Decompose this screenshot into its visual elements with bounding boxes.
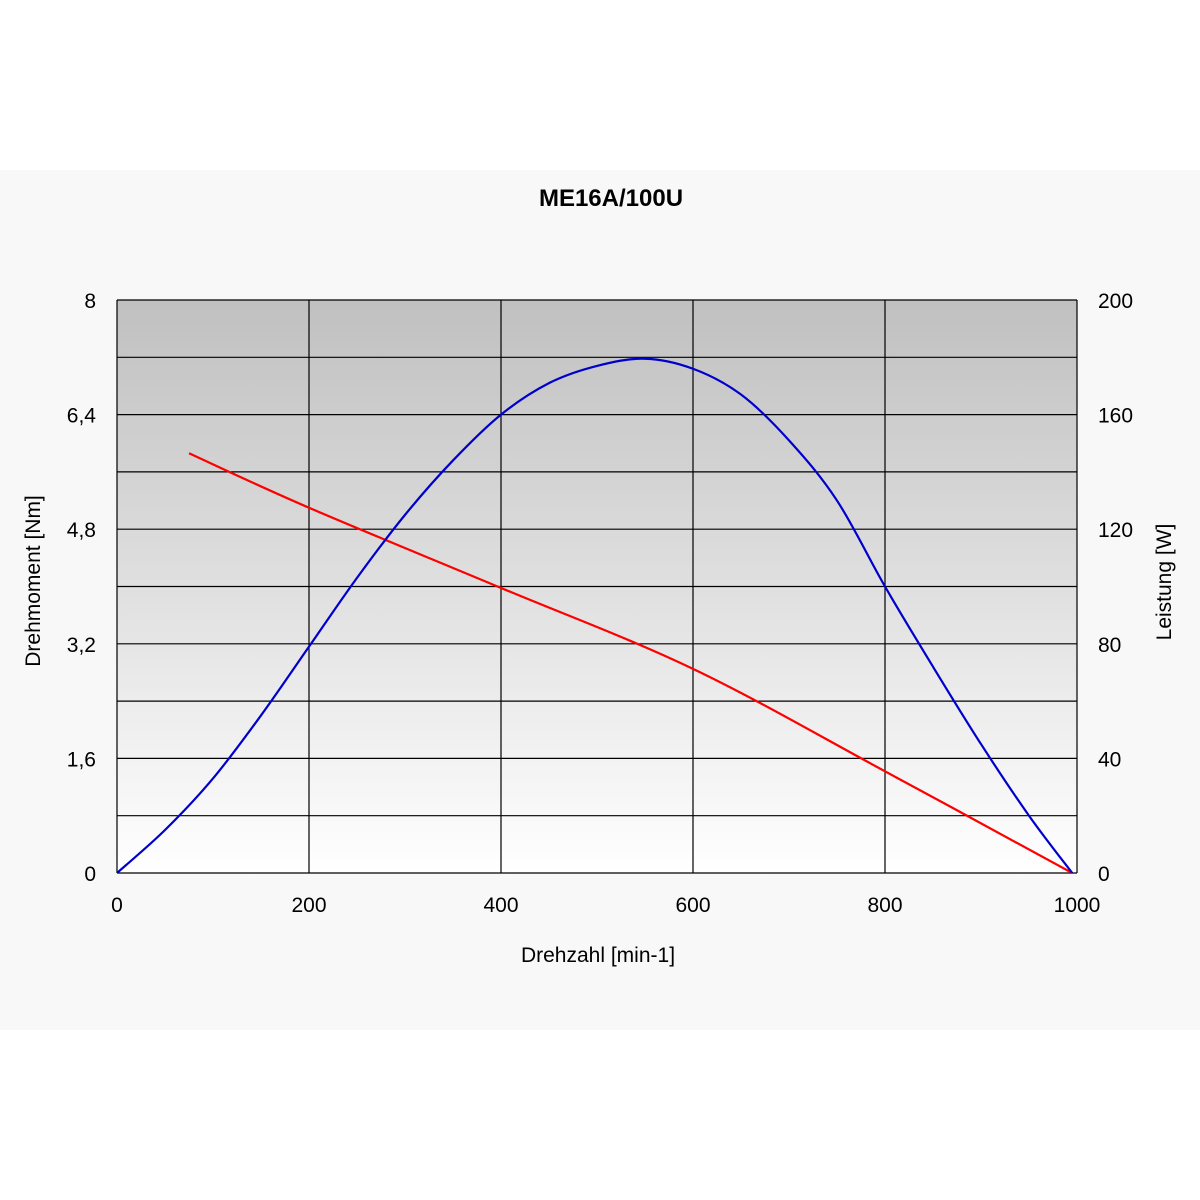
y-tick-label-right: 160	[1098, 405, 1133, 428]
chart-title: ME16A/100U	[539, 185, 683, 212]
torque-series-line	[188, 452, 1073, 873]
x-tick-label: 0	[111, 894, 123, 917]
grid-lines	[116, 299, 1078, 874]
y-tick-label-right: 120	[1098, 519, 1133, 542]
x-tick-label: 600	[675, 894, 710, 917]
tick-labels: 0 200 400 600 800 100001,63,24,86,48040801201…	[67, 290, 1133, 917]
x-tick-label: 1000	[1054, 894, 1101, 917]
y-tick-label-left: 3,2	[67, 634, 96, 657]
x-tick-label: 400	[483, 894, 518, 917]
y-tick-label-right: 80	[1098, 634, 1121, 657]
x-axis-label: Drehzahl [min-1]	[521, 944, 675, 967]
x-tick-label: 800	[867, 894, 902, 917]
power-series-line	[117, 357, 1074, 873]
y-axis-label-right: Leistung [W]	[1153, 524, 1176, 641]
x-tick-label: 200	[291, 894, 326, 917]
y-tick-label-left: 1,6	[67, 748, 96, 771]
y-tick-label-left: 8	[84, 290, 96, 313]
series-layer	[117, 357, 1074, 873]
y-tick-label-right: 0	[1098, 863, 1110, 886]
y-tick-label-right: 200	[1098, 290, 1133, 313]
y-axis-label-left: Drehmoment [Nm]	[22, 495, 45, 667]
y-tick-label-left: 6,4	[67, 405, 97, 428]
y-tick-label-right: 40	[1098, 748, 1121, 771]
y-tick-label-left: 4,8	[67, 519, 96, 542]
y-tick-label-left: 0	[84, 863, 96, 886]
